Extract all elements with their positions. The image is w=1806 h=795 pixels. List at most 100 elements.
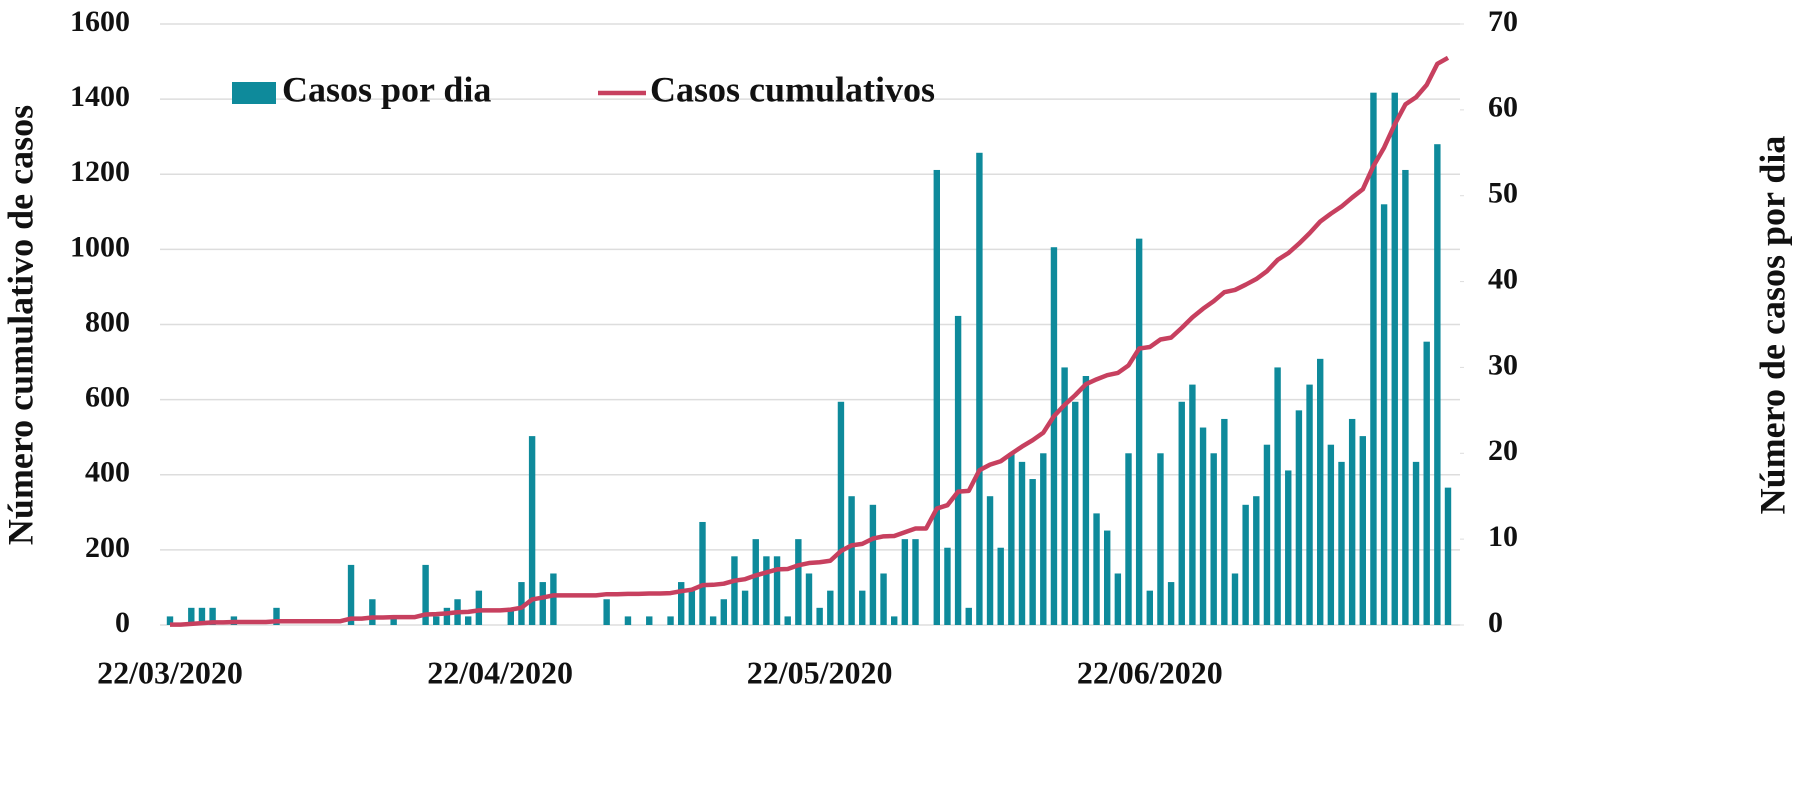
bar	[603, 599, 610, 625]
bar	[1327, 444, 1335, 625]
bar	[433, 616, 440, 625]
bar	[1114, 573, 1122, 625]
bar	[1018, 461, 1026, 625]
bar	[1082, 376, 1090, 625]
bar	[1040, 453, 1047, 625]
bar	[1093, 513, 1100, 625]
bar	[1295, 410, 1303, 625]
bar	[1210, 453, 1217, 625]
bar	[1274, 367, 1281, 625]
bar	[1104, 530, 1111, 625]
bar	[1231, 573, 1239, 625]
bar	[805, 573, 813, 625]
bar	[1370, 92, 1377, 625]
bar	[741, 590, 749, 625]
y2-tick-label: 0	[1488, 606, 1503, 639]
legend-key	[232, 82, 276, 104]
bar	[901, 539, 909, 625]
bar	[837, 401, 845, 625]
bar	[1157, 453, 1164, 625]
bar	[784, 616, 791, 625]
bar	[720, 599, 727, 625]
bar	[550, 573, 557, 625]
bar	[709, 616, 717, 625]
bar	[1380, 204, 1388, 626]
bar	[1125, 453, 1132, 625]
legend-label: Casos cumulativos	[650, 69, 935, 109]
bar	[1029, 479, 1036, 625]
bar	[731, 556, 738, 625]
bar	[848, 496, 855, 625]
bar	[667, 616, 674, 625]
y2-tick-label: 20	[1488, 434, 1518, 467]
bar	[912, 539, 919, 625]
bar	[1338, 461, 1345, 625]
y-axis-label: Número cumulativo de casos	[0, 105, 40, 545]
bar	[678, 582, 685, 625]
bar	[944, 547, 951, 625]
bar	[507, 607, 514, 625]
y2-tick-label: 50	[1488, 177, 1518, 210]
bar	[1402, 169, 1409, 625]
bar	[1242, 504, 1249, 625]
bar	[475, 590, 483, 625]
bar	[1359, 436, 1366, 625]
y2-tick-label: 30	[1488, 348, 1518, 381]
bar	[891, 616, 898, 625]
bar	[869, 504, 877, 625]
bar	[528, 436, 536, 625]
bar	[1050, 247, 1058, 625]
bar	[773, 556, 781, 625]
y-tick-label: 1400	[70, 80, 130, 113]
bar	[1135, 238, 1143, 625]
bar	[1253, 496, 1260, 625]
y2-tick-label: 10	[1488, 520, 1518, 553]
bar	[763, 556, 770, 625]
y-tick-label: 400	[85, 456, 130, 489]
bar	[166, 616, 174, 625]
bar	[859, 590, 866, 625]
bar	[1146, 590, 1153, 625]
bar	[997, 547, 1004, 625]
bar	[369, 599, 376, 625]
bar	[795, 539, 802, 625]
bar	[827, 590, 834, 625]
line	[170, 55, 1450, 627]
bar	[422, 564, 429, 625]
bar	[699, 521, 706, 625]
bar	[933, 169, 940, 625]
bar	[752, 539, 759, 625]
y-tick-label: 200	[85, 531, 130, 564]
x-tick-label: 22/05/2020	[747, 654, 893, 690]
y-tick-label: 800	[85, 305, 130, 338]
bar	[1412, 461, 1420, 625]
y-tick-label: 1600	[70, 5, 130, 38]
bar	[443, 607, 451, 625]
bar	[1444, 487, 1452, 625]
bar	[624, 616, 632, 625]
bar	[1008, 453, 1015, 625]
bar	[688, 590, 696, 625]
bar	[1423, 341, 1430, 625]
bar	[1189, 384, 1196, 625]
bar	[198, 607, 206, 625]
bar	[1178, 401, 1185, 625]
y2-axis-label: Número de casos por dia	[1752, 136, 1792, 515]
bar	[1317, 358, 1324, 625]
bar	[1285, 470, 1292, 625]
bar	[390, 616, 397, 625]
y-tick-label: 1000	[70, 230, 130, 263]
bar	[986, 496, 994, 625]
y-tick-label: 0	[115, 606, 130, 639]
legend-label: Casos por dia	[282, 69, 491, 109]
bar	[1391, 92, 1398, 625]
bar	[954, 315, 962, 625]
bar	[1306, 384, 1313, 625]
bar	[646, 616, 653, 625]
bar	[1167, 582, 1175, 625]
x-tick-label: 22/03/2020	[97, 654, 243, 690]
bar	[518, 582, 525, 625]
bar	[209, 607, 216, 625]
y2-tick-label: 60	[1488, 91, 1518, 124]
